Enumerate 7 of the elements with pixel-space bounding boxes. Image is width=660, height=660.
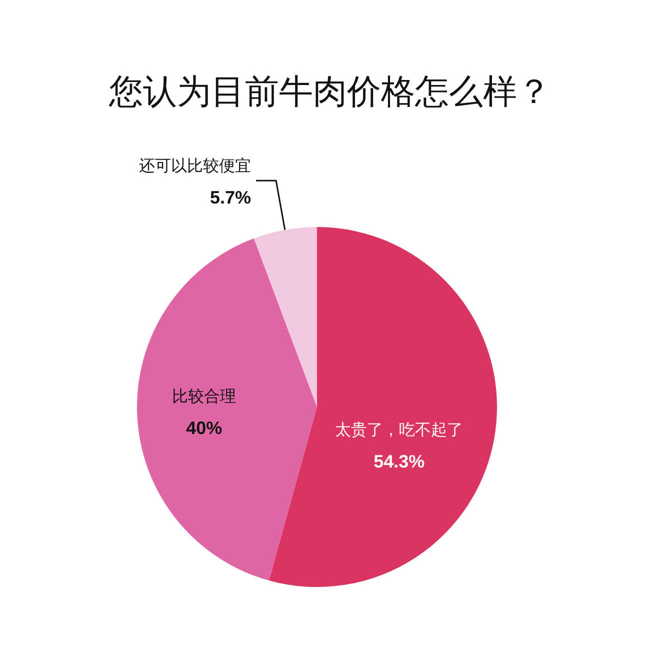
data-label: 5.7% <box>210 188 252 208</box>
slice-label: 还可以比较便宜 <box>139 156 252 176</box>
slice-label: 比较合理 <box>172 386 236 406</box>
data-label: 54.3% <box>374 452 425 472</box>
slice-label: 太贵了，吃不起了 <box>335 420 464 440</box>
data-label: 40% <box>186 418 222 438</box>
chart-title: 您认为目前牛肉价格怎么样？ <box>108 72 551 112</box>
